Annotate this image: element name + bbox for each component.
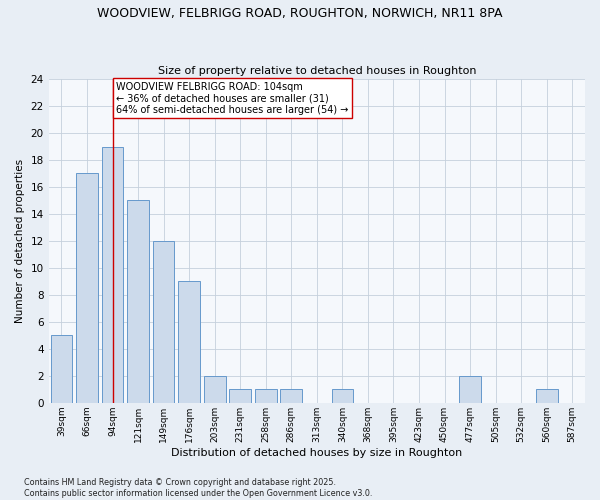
Bar <box>153 241 175 403</box>
Text: Contains HM Land Registry data © Crown copyright and database right 2025.
Contai: Contains HM Land Registry data © Crown c… <box>24 478 373 498</box>
Bar <box>459 376 481 403</box>
Bar <box>255 390 277 403</box>
Text: WOODVIEW, FELBRIGG ROAD, ROUGHTON, NORWICH, NR11 8PA: WOODVIEW, FELBRIGG ROAD, ROUGHTON, NORWI… <box>97 8 503 20</box>
X-axis label: Distribution of detached houses by size in Roughton: Distribution of detached houses by size … <box>171 448 463 458</box>
Bar <box>229 390 251 403</box>
Bar <box>127 200 149 403</box>
Bar <box>50 336 72 403</box>
Bar <box>178 282 200 403</box>
Text: WOODVIEW FELBRIGG ROAD: 104sqm
← 36% of detached houses are smaller (31)
64% of : WOODVIEW FELBRIGG ROAD: 104sqm ← 36% of … <box>116 82 349 115</box>
Bar <box>204 376 226 403</box>
Bar <box>76 174 98 403</box>
Title: Size of property relative to detached houses in Roughton: Size of property relative to detached ho… <box>158 66 476 76</box>
Y-axis label: Number of detached properties: Number of detached properties <box>15 159 25 323</box>
Bar <box>101 146 124 403</box>
Bar <box>536 390 557 403</box>
Bar <box>280 390 302 403</box>
Bar <box>332 390 353 403</box>
